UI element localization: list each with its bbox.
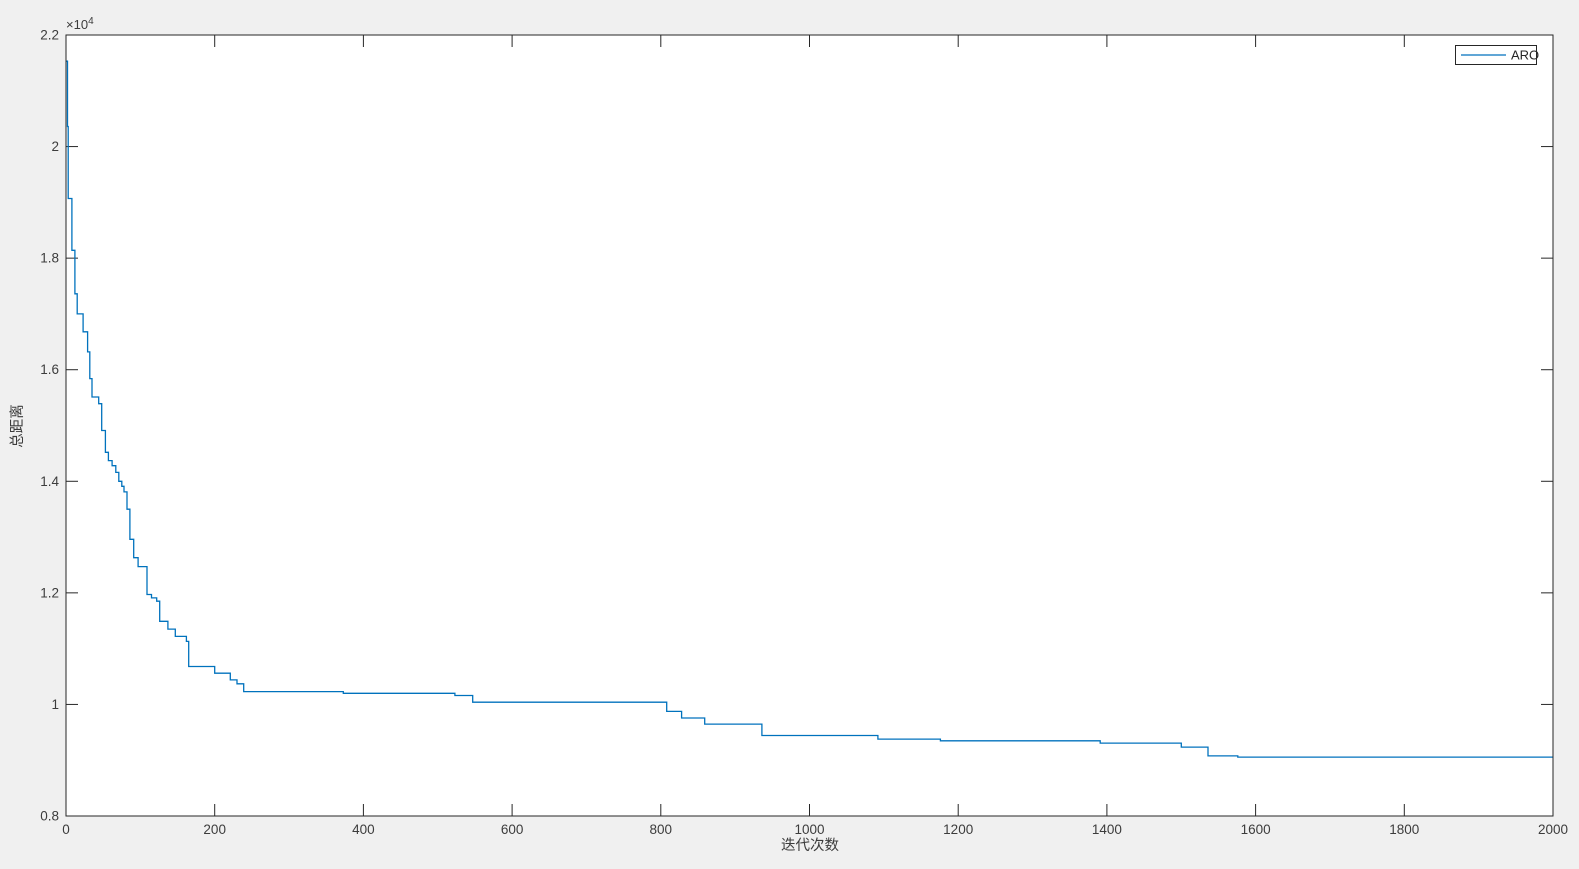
tick-label: 1800 bbox=[1389, 822, 1419, 837]
tick-label: 1200 bbox=[943, 822, 973, 837]
axes-box bbox=[65, 34, 1554, 817]
tick-label: 1400 bbox=[1092, 822, 1122, 837]
tick-label: 0.8 bbox=[40, 809, 59, 824]
tick-label: 1600 bbox=[1241, 822, 1271, 837]
legend: ARO bbox=[1455, 45, 1539, 65]
tick-label: 400 bbox=[352, 822, 375, 837]
tick-label: 1.6 bbox=[40, 362, 59, 377]
legend-label: ARO bbox=[1511, 48, 1539, 63]
tick-label: 600 bbox=[501, 822, 524, 837]
tick-label: 2.2 bbox=[40, 28, 59, 43]
tick-label: 1 bbox=[51, 697, 59, 712]
axis-tick-labels: 0 200 400 600 800 1000 1200 1400 1600 1800 2000 0.8… bbox=[40, 28, 1568, 838]
tick-label: 800 bbox=[650, 822, 673, 837]
y-axis-label: 总距离 bbox=[9, 404, 26, 448]
tick-label: 2 bbox=[51, 139, 59, 154]
y-axis-exponent: ×104 bbox=[66, 16, 94, 32]
tick-label: 200 bbox=[203, 822, 226, 837]
plot-area bbox=[66, 35, 1553, 816]
tick-label: 2000 bbox=[1538, 822, 1568, 837]
x-axis-label: 迭代次数 bbox=[781, 837, 839, 854]
tick-label: 1.4 bbox=[40, 474, 59, 489]
aro-series-line bbox=[66, 60, 1553, 758]
tick-label: 1.2 bbox=[40, 585, 59, 600]
tick-label: 0 bbox=[62, 822, 70, 837]
tick-label: 1.8 bbox=[40, 251, 59, 266]
tick-label: 1000 bbox=[794, 822, 824, 837]
